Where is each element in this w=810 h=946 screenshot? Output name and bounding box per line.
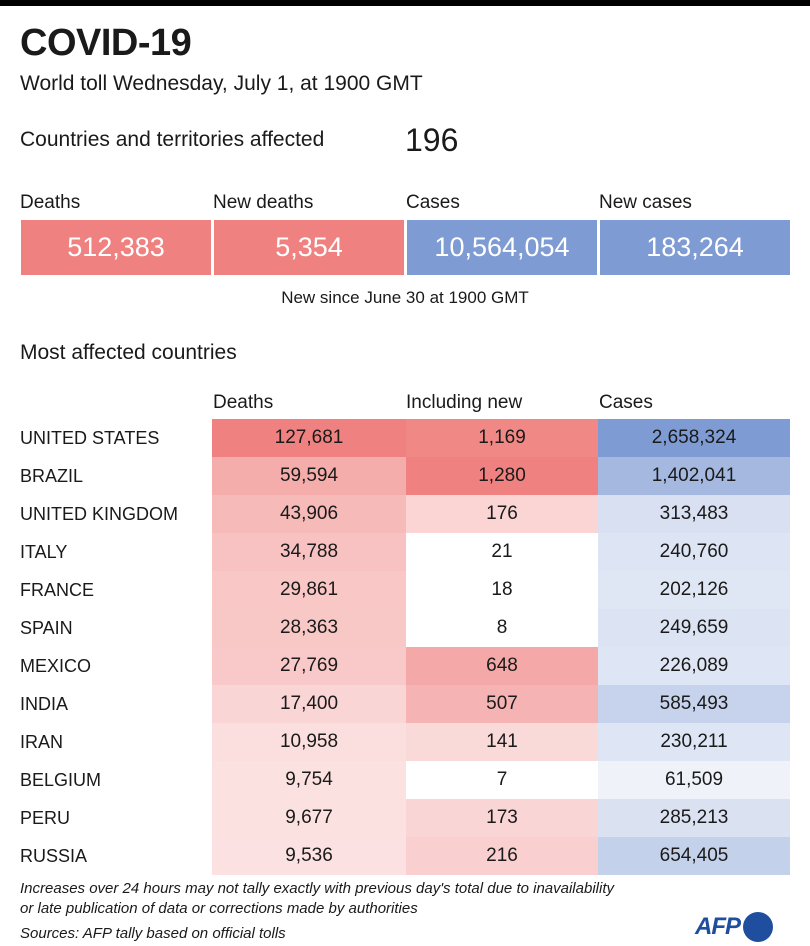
cell-cases: 313,483 bbox=[598, 495, 790, 533]
country-name: INDIA bbox=[20, 694, 69, 714]
table-row: BELGIUM 9,754 7 61,509 bbox=[0, 761, 810, 799]
country-name: PERU bbox=[20, 808, 71, 828]
table-row: ITALY 34,788 21 240,760 bbox=[0, 533, 810, 571]
summary-value-new-deaths: 5,354 bbox=[214, 220, 404, 275]
cell-including-new: 21 bbox=[406, 533, 598, 571]
footnote-line-1: Increases over 24 hours may not tally ex… bbox=[20, 880, 614, 897]
page-title: COVID-19 bbox=[20, 22, 192, 64]
cell-including-new: 8 bbox=[406, 609, 598, 647]
cell-cases: 61,509 bbox=[598, 761, 790, 799]
summary-value-cases: 10,564,054 bbox=[407, 220, 597, 275]
affected-label: Countries and territories affected bbox=[20, 128, 325, 151]
afp-logo-text: AFP bbox=[695, 913, 741, 940]
table-row: PERU 9,677 173 285,213 bbox=[0, 799, 810, 837]
cell-cases: 1,402,041 bbox=[598, 457, 790, 495]
cell-deaths: 59,594 bbox=[212, 457, 406, 495]
cell-cases: 2,658,324 bbox=[598, 419, 790, 457]
table-row: MEXICO 27,769 648 226,089 bbox=[0, 647, 810, 685]
country-name: IRAN bbox=[20, 732, 64, 752]
cell-deaths: 43,906 bbox=[212, 495, 406, 533]
table-row: RUSSIA 9,536 216 654,405 bbox=[0, 837, 810, 875]
affected-value: 196 bbox=[405, 122, 459, 158]
page-subtitle: World toll Wednesday, July 1, at 1900 GM… bbox=[20, 72, 423, 95]
cell-deaths: 17,400 bbox=[212, 685, 406, 723]
summary-label-new-deaths: New deaths bbox=[213, 192, 314, 213]
table-row: FRANCE 29,861 18 202,126 bbox=[0, 571, 810, 609]
cell-including-new: 507 bbox=[406, 685, 598, 723]
cell-deaths: 29,861 bbox=[212, 571, 406, 609]
cell-cases: 202,126 bbox=[598, 571, 790, 609]
cell-deaths: 127,681 bbox=[212, 419, 406, 457]
cell-including-new: 176 bbox=[406, 495, 598, 533]
cell-including-new: 648 bbox=[406, 647, 598, 685]
country-name: UNITED STATES bbox=[20, 428, 160, 448]
cell-including-new: 18 bbox=[406, 571, 598, 609]
cell-cases: 230,211 bbox=[598, 723, 790, 761]
table-row: UNITED KINGDOM 43,906 176 313,483 bbox=[0, 495, 810, 533]
summary-value-deaths: 512,383 bbox=[21, 220, 211, 275]
country-name: ITALY bbox=[20, 542, 68, 562]
cell-including-new: 1,280 bbox=[406, 457, 598, 495]
country-name: BELGIUM bbox=[20, 770, 102, 790]
cell-including-new: 7 bbox=[406, 761, 598, 799]
summary-label-new-cases: New cases bbox=[599, 192, 692, 213]
table-row: IRAN 10,958 141 230,211 bbox=[0, 723, 810, 761]
top-bar bbox=[0, 0, 810, 6]
country-name: BRAZIL bbox=[20, 466, 84, 486]
cell-deaths: 34,788 bbox=[212, 533, 406, 571]
table-row: SPAIN 28,363 8 249,659 bbox=[0, 609, 810, 647]
summary-label-cases: Cases bbox=[406, 192, 460, 213]
cell-cases: 585,493 bbox=[598, 685, 790, 723]
summary-note: New since June 30 at 1900 GMT bbox=[281, 288, 529, 307]
country-name: RUSSIA bbox=[20, 846, 88, 866]
cell-deaths: 9,677 bbox=[212, 799, 406, 837]
cell-including-new: 173 bbox=[406, 799, 598, 837]
cell-cases: 285,213 bbox=[598, 799, 790, 837]
cell-deaths: 9,754 bbox=[212, 761, 406, 799]
cell-including-new: 1,169 bbox=[406, 419, 598, 457]
country-name: FRANCE bbox=[20, 580, 95, 600]
cell-including-new: 216 bbox=[406, 837, 598, 875]
table-title: Most affected countries bbox=[20, 341, 237, 364]
footnote-line-2: or late publication of data or correctio… bbox=[20, 900, 418, 917]
cell-deaths: 10,958 bbox=[212, 723, 406, 761]
cell-cases: 249,659 bbox=[598, 609, 790, 647]
cell-cases: 226,089 bbox=[598, 647, 790, 685]
cell-deaths: 9,536 bbox=[212, 837, 406, 875]
sources-note: Sources: AFP tally based on official tol… bbox=[20, 925, 286, 942]
table-row: INDIA 17,400 507 585,493 bbox=[0, 685, 810, 723]
afp-logo-dot-icon bbox=[743, 912, 773, 942]
summary-value-new-cases: 183,264 bbox=[600, 220, 790, 275]
summary-label-deaths: Deaths bbox=[20, 192, 81, 213]
column-header-deaths: Deaths bbox=[213, 392, 274, 413]
country-name: MEXICO bbox=[20, 656, 92, 676]
cell-cases: 654,405 bbox=[598, 837, 790, 875]
table-row: BRAZIL 59,594 1,280 1,402,041 bbox=[0, 457, 810, 495]
cell-deaths: 27,769 bbox=[212, 647, 406, 685]
cell-cases: 240,760 bbox=[598, 533, 790, 571]
afp-logo: AFP bbox=[695, 912, 773, 942]
table-row: UNITED STATES 127,681 1,169 2,658,324 bbox=[0, 419, 810, 457]
column-header-including-new: Including new bbox=[406, 392, 523, 413]
column-header-cases: Cases bbox=[599, 392, 653, 413]
country-name: SPAIN bbox=[20, 618, 73, 638]
cell-deaths: 28,363 bbox=[212, 609, 406, 647]
cell-including-new: 141 bbox=[406, 723, 598, 761]
country-name: UNITED KINGDOM bbox=[20, 504, 179, 524]
